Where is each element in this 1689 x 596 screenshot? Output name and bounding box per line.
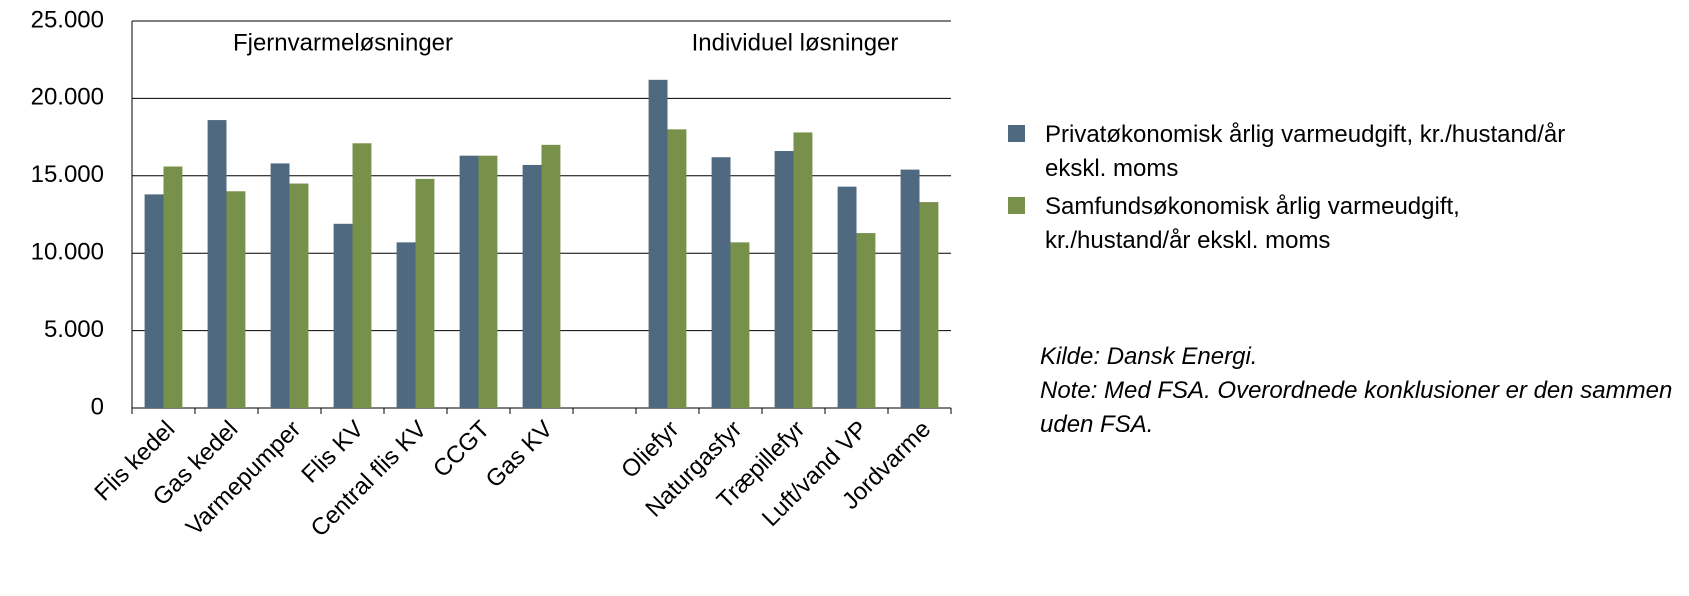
bar bbox=[774, 151, 794, 409]
x-tick-label: Gas KV bbox=[481, 416, 559, 494]
bar bbox=[270, 163, 290, 408]
y-tick-label: 0 bbox=[91, 393, 104, 420]
bar bbox=[333, 223, 353, 408]
legend-swatch bbox=[1008, 125, 1025, 142]
notes: Kilde: Dansk Energi. Note: Med FSA. Overo… bbox=[1040, 340, 1680, 442]
note: Kilde: Dansk Energi. bbox=[1040, 343, 1258, 370]
legend-swatch bbox=[1008, 197, 1025, 214]
legend: Privatøkonomisk årlig varmeudgift, kr./h… bbox=[1008, 118, 1568, 262]
bar bbox=[541, 144, 561, 408]
bar bbox=[919, 202, 939, 408]
bar bbox=[163, 166, 183, 408]
bar bbox=[396, 242, 416, 408]
legend-item: Privatøkonomisk årlig varmeudgift, kr./h… bbox=[1008, 118, 1568, 186]
bar bbox=[352, 143, 372, 409]
bar bbox=[730, 242, 750, 408]
y-tick-label: 15.000 bbox=[31, 161, 104, 188]
note: Note: Med FSA. Overordnede konklusioner … bbox=[1040, 377, 1673, 438]
bar bbox=[856, 233, 876, 408]
bar bbox=[648, 79, 668, 408]
y-tick-label: 25.000 bbox=[31, 6, 104, 33]
y-tick-label: 5.000 bbox=[44, 316, 104, 343]
bar bbox=[667, 129, 687, 409]
bar bbox=[226, 191, 246, 408]
annotation: Individuel løsninger bbox=[692, 29, 899, 56]
annotation: Fjernvarmeløsninger bbox=[233, 29, 453, 56]
legend-item: Samfundsøkonomisk årlig varmeudgift, kr.… bbox=[1008, 190, 1568, 258]
bar bbox=[207, 120, 227, 409]
x-tick-label: Varmepumper bbox=[181, 416, 306, 541]
bar bbox=[478, 155, 498, 408]
bar bbox=[415, 178, 435, 408]
bar bbox=[837, 186, 857, 408]
y-tick-label: 10.000 bbox=[31, 239, 104, 266]
bar bbox=[711, 157, 731, 408]
bar bbox=[900, 169, 920, 408]
y-tick-label: 20.000 bbox=[31, 84, 104, 111]
bar bbox=[793, 132, 813, 408]
bar bbox=[289, 183, 309, 408]
bar bbox=[459, 155, 479, 408]
bar bbox=[144, 194, 164, 408]
legend-label: Samfundsøkonomisk årlig varmeudgift, kr.… bbox=[1045, 193, 1460, 254]
bar bbox=[522, 164, 542, 408]
legend-label: Privatøkonomisk årlig varmeudgift, kr./h… bbox=[1045, 121, 1566, 182]
